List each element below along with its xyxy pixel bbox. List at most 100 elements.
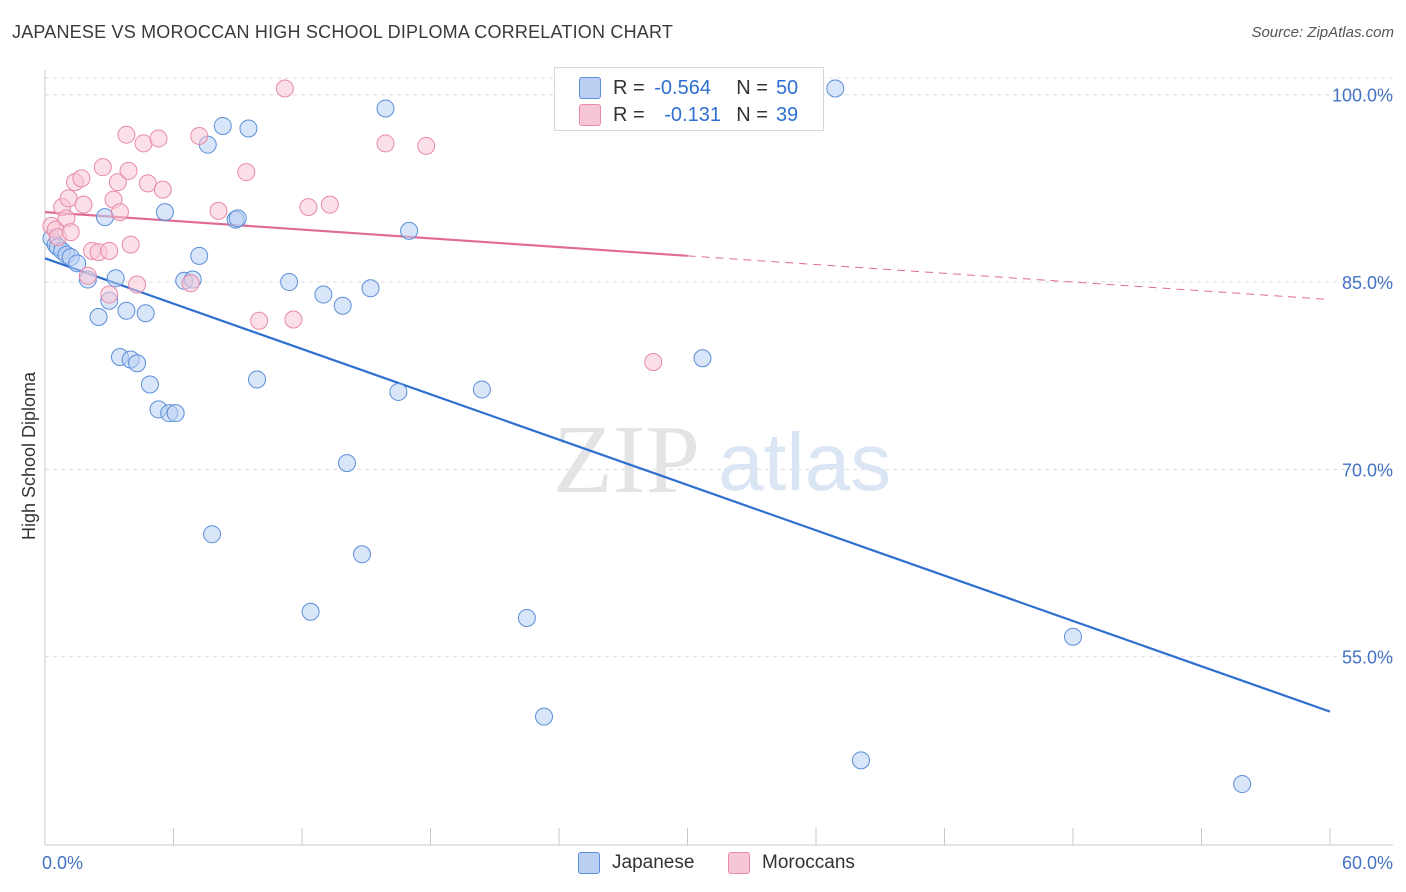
chart-title: JAPANESE VS MOROCCAN HIGH SCHOOL DIPLOMA… bbox=[12, 22, 674, 42]
stats-legend: R = -0.564 N = 50 R = -0.131 N = 39 bbox=[554, 67, 824, 131]
japanese-point bbox=[337, 454, 356, 473]
moroccan-point bbox=[209, 201, 228, 220]
japanese-point bbox=[190, 246, 209, 265]
moroccan-point bbox=[181, 274, 200, 293]
japanese-point bbox=[333, 296, 352, 315]
japanese-legend-label: Japanese bbox=[612, 852, 695, 873]
moroccan-point bbox=[72, 169, 91, 188]
y-tick-label: 55.0% bbox=[1342, 648, 1393, 668]
legend-row-japanese: R = -0.564 N = 50 bbox=[555, 74, 798, 102]
moroccan-point bbox=[237, 163, 256, 182]
y-axis-title: High School Diploma bbox=[19, 371, 39, 540]
moroccan-point bbox=[153, 180, 172, 199]
moroccan-point bbox=[61, 223, 80, 242]
moroccan-point bbox=[74, 195, 93, 214]
y-tick-label: 70.0% bbox=[1342, 460, 1393, 480]
y-tick-label: 85.0% bbox=[1342, 273, 1393, 293]
japanese-point bbox=[535, 707, 554, 726]
japanese-point bbox=[472, 380, 491, 399]
x-tick-label: 60.0% bbox=[1342, 853, 1393, 873]
source-label: Source: ZipAtlas.com bbox=[1251, 24, 1394, 41]
trend-lines bbox=[44, 211, 1331, 713]
moroccan-point bbox=[59, 189, 78, 208]
y-tick-labels: 55.0% 70.0% 85.0% 100.0% bbox=[1332, 86, 1393, 668]
japanese-trend-line bbox=[44, 257, 1331, 713]
moroccan-point bbox=[93, 158, 112, 177]
japanese-point bbox=[117, 301, 136, 320]
moroccan-point bbox=[250, 311, 269, 330]
x-tick-labels: 0.0% 60.0% bbox=[42, 853, 1393, 873]
moroccan-trend-line-extension bbox=[687, 255, 1331, 301]
japanese-point bbox=[95, 208, 114, 227]
japanese-point bbox=[314, 285, 333, 304]
bottom-legend-moroccan: Moroccans bbox=[728, 852, 855, 874]
japanese-point bbox=[1064, 627, 1082, 646]
watermark-atlas: atlas bbox=[718, 417, 891, 508]
japanese-swatch bbox=[578, 852, 600, 874]
moroccan-point bbox=[117, 125, 136, 144]
r-label: R = bbox=[613, 103, 645, 126]
japanese-point bbox=[361, 279, 380, 298]
moroccan-point bbox=[128, 275, 147, 294]
bottom-legend-japanese: Japanese bbox=[578, 852, 694, 874]
moroccan-point bbox=[190, 126, 209, 145]
moroccan-trend-line bbox=[44, 211, 688, 257]
moroccan-point bbox=[320, 195, 339, 214]
japanese-point bbox=[213, 116, 232, 135]
moroccan-swatch bbox=[728, 852, 750, 874]
r-label: R = bbox=[613, 76, 645, 99]
japanese-point bbox=[239, 119, 258, 138]
moroccan-swatch bbox=[579, 104, 601, 126]
japanese-point bbox=[1233, 775, 1252, 794]
moroccan-n-value: 39 bbox=[775, 103, 799, 126]
n-label: N = bbox=[736, 76, 768, 99]
japanese-point bbox=[400, 221, 419, 240]
moroccan-point bbox=[134, 134, 153, 153]
x-tick-label: 0.0% bbox=[42, 853, 83, 873]
moroccan-point bbox=[644, 352, 663, 371]
japanese-point bbox=[826, 79, 845, 98]
n-label: N = bbox=[736, 103, 768, 126]
moroccan-point bbox=[417, 136, 436, 155]
japanese-point bbox=[389, 382, 408, 401]
japanese-point bbox=[106, 269, 125, 288]
moroccan-point bbox=[108, 173, 127, 192]
japanese-point bbox=[693, 349, 712, 368]
watermark-zip: ZIP bbox=[553, 406, 700, 514]
japanese-point bbox=[376, 99, 395, 118]
moroccan-point bbox=[275, 79, 294, 98]
japanese-point bbox=[89, 308, 108, 327]
moroccan-point bbox=[121, 235, 140, 254]
japanese-n-value: 50 bbox=[775, 76, 799, 99]
moroccan-legend-label: Moroccans bbox=[762, 852, 855, 873]
moroccan-point bbox=[78, 266, 97, 285]
japanese-point bbox=[352, 545, 371, 564]
moroccan-point bbox=[119, 161, 138, 180]
moroccan-point bbox=[138, 174, 157, 193]
moroccan-point bbox=[149, 129, 168, 148]
moroccan-point bbox=[376, 134, 395, 153]
japanese-point bbox=[517, 608, 536, 627]
moroccan-point bbox=[284, 310, 303, 329]
data-points bbox=[42, 79, 1252, 794]
moroccan-point bbox=[100, 241, 119, 260]
moroccan-point bbox=[100, 285, 119, 304]
axes bbox=[44, 70, 1393, 846]
japanese-point bbox=[68, 254, 87, 273]
japanese-point bbox=[280, 273, 299, 292]
japanese-point bbox=[155, 203, 174, 222]
japanese-point bbox=[140, 375, 159, 394]
japanese-point bbox=[851, 751, 870, 770]
japanese-point bbox=[301, 602, 320, 621]
japanese-point bbox=[128, 354, 147, 373]
japanese-point bbox=[248, 370, 267, 389]
moroccan-point bbox=[299, 198, 318, 217]
japanese-point bbox=[203, 525, 222, 544]
japanese-r-value: -0.564 bbox=[654, 76, 711, 99]
japanese-point bbox=[228, 209, 247, 228]
moroccan-r-value: -0.131 bbox=[664, 103, 721, 126]
moroccan-point bbox=[110, 203, 129, 222]
japanese-swatch bbox=[579, 77, 601, 99]
japanese-point bbox=[136, 304, 155, 323]
